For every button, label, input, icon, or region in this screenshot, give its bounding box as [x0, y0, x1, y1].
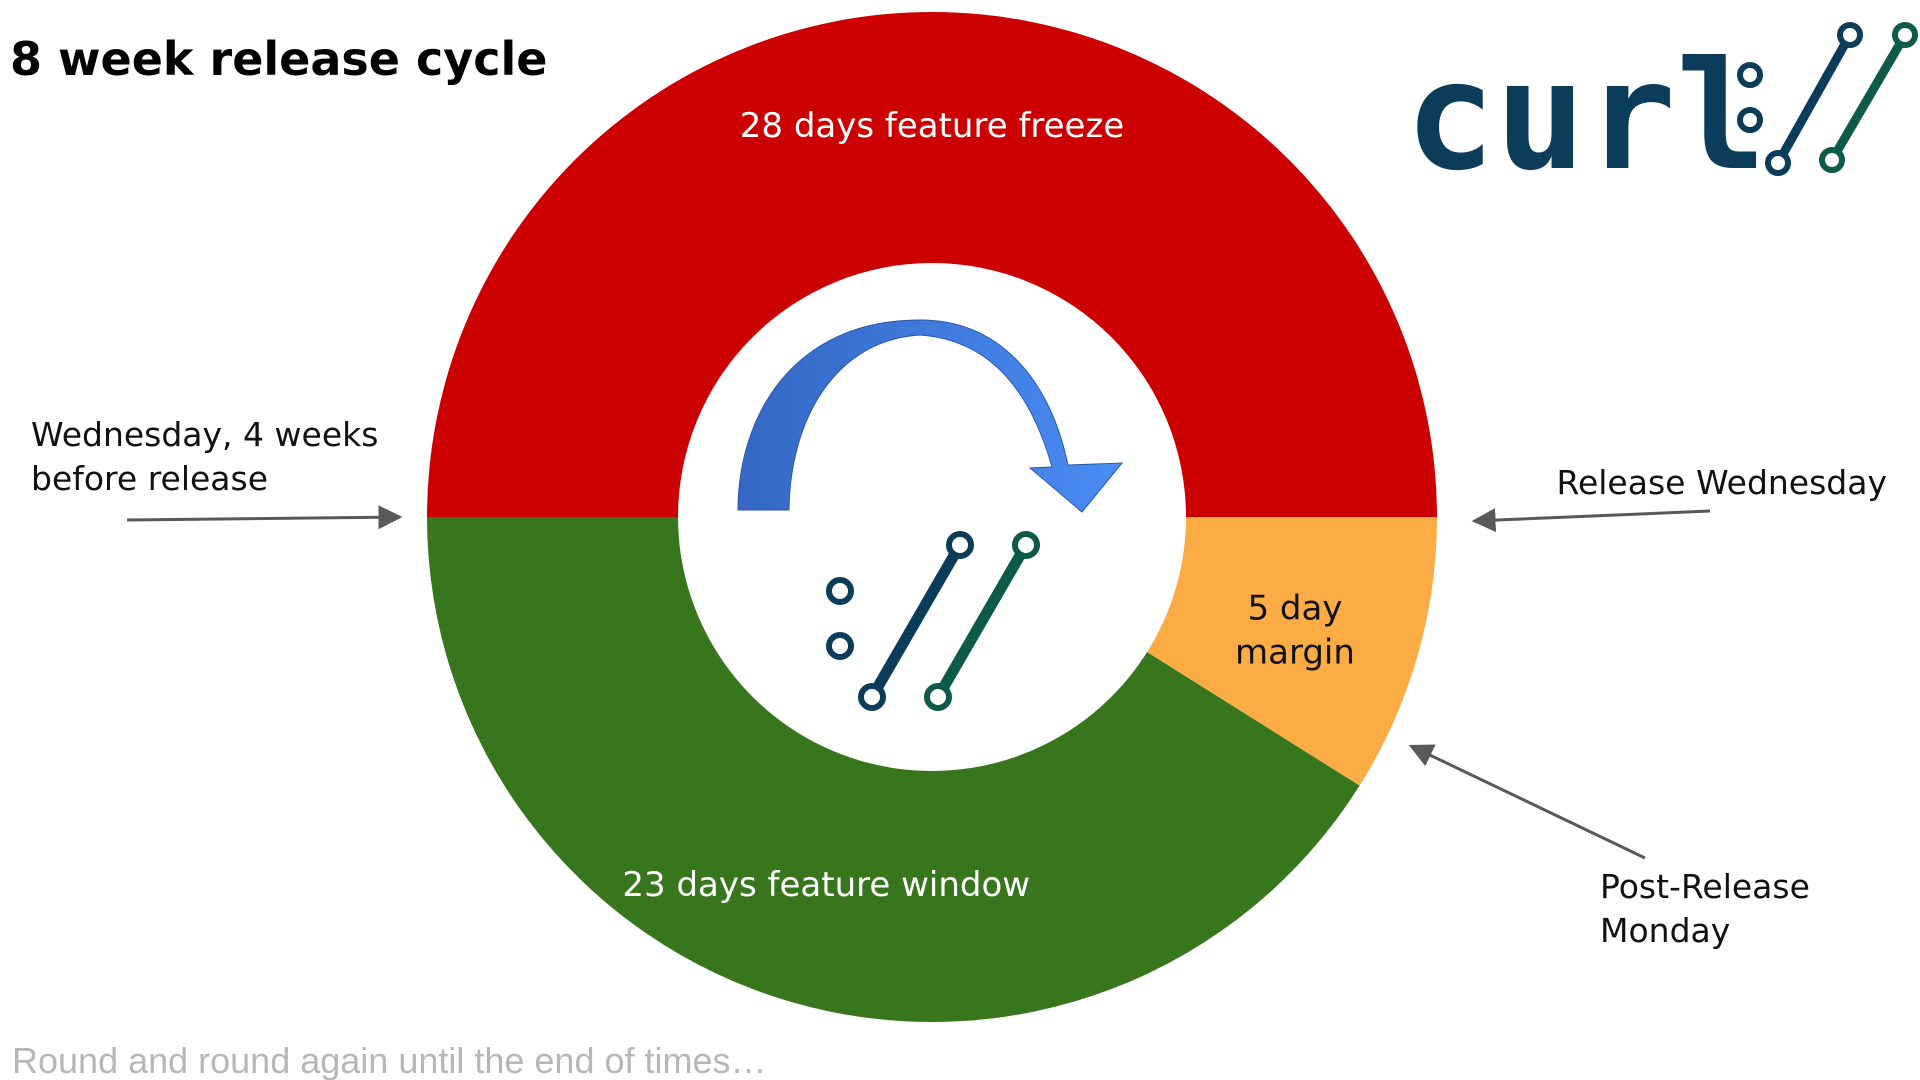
annotation-line: Monday: [1600, 911, 1730, 950]
logo-wordmark: curl: [1405, 30, 1766, 204]
annotation-post-release-monday: Post-Release Monday: [1600, 867, 1810, 950]
annotation-line: Release Wednesday: [1557, 463, 1887, 502]
annotation-release-wednesday: Release Wednesday: [1557, 463, 1887, 502]
annotation-line: Wednesday, 4 weeks: [31, 415, 378, 454]
annotation-wednesday-before-release: Wednesday, 4 weeks before release: [31, 415, 378, 498]
caption: Round and round again until the end of t…: [12, 1040, 767, 1080]
pointer-arrow-post-release: [1411, 746, 1645, 858]
segment-label-line: 5 day: [1247, 588, 1342, 628]
annotation-line: Post-Release: [1600, 867, 1810, 906]
curl-slashes-icon: [829, 534, 1037, 708]
segment-label-feature-freeze: 28 days feature freeze: [740, 106, 1125, 146]
curl-logo-icon: [1740, 25, 1915, 173]
segment-label-line: margin: [1235, 632, 1355, 672]
segment-label-line: 28 days feature freeze: [740, 106, 1125, 146]
pointer-arrow-left: [127, 517, 400, 520]
page-title: 8 week release cycle: [10, 32, 548, 86]
cycle-arrow-icon: [738, 320, 1122, 512]
curl-logo: curl: [1405, 25, 1915, 204]
pointer-arrow-release: [1474, 511, 1710, 521]
segment-label-line: 23 days feature window: [622, 865, 1030, 905]
segment-feature-freeze: [427, 12, 1437, 517]
segment-label-feature-window: 23 days feature window: [622, 865, 1030, 905]
annotation-line: before release: [31, 459, 268, 498]
